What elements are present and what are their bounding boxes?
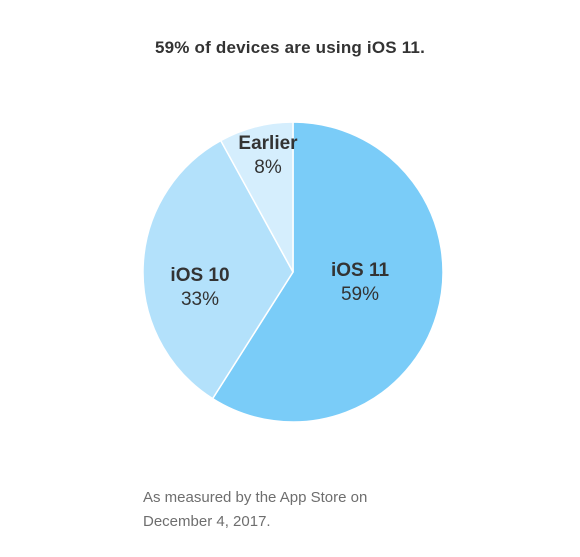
pie-slice-ios-11 (211, 121, 444, 423)
slice-label-ios-10: iOS 10 (170, 265, 229, 286)
footnote-line-2: December 4, 2017. (143, 513, 271, 530)
chart-title: 59% of devices are using iOS 11. (154, 38, 426, 57)
footnote-line-1: As measured by the App Store on (143, 489, 368, 506)
slice-value-earlier: 8% (254, 157, 282, 178)
footnote: As measured by the App Store on December… (143, 486, 463, 534)
pie-slice-earlier (219, 121, 294, 273)
slice-label-earlier: Earlier (238, 133, 298, 154)
slice-value-ios-11: 59% (341, 284, 379, 305)
slice-label-ios-11: iOS 11 (331, 260, 390, 281)
slice-value-ios-10: 33% (181, 289, 219, 310)
